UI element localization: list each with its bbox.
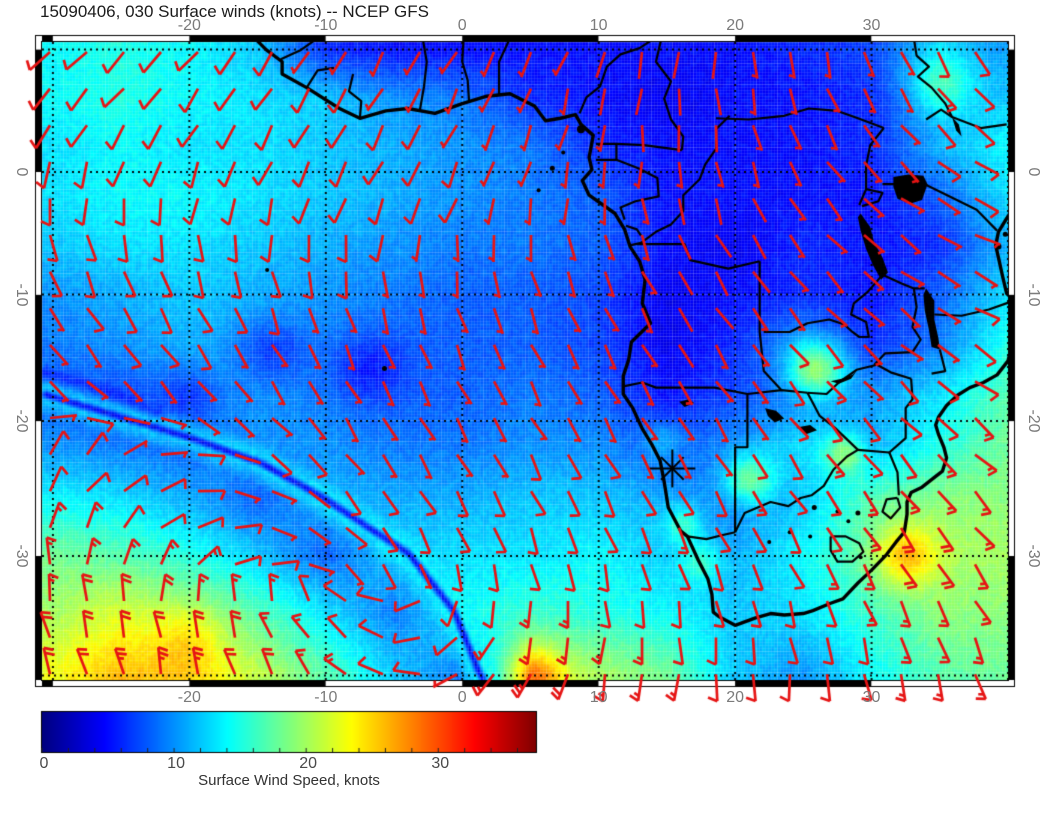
lon-tick-bottom--10: -10 [314, 689, 338, 706]
lat-tick-left--20: -20 [13, 409, 30, 433]
colorbar-tick-10: 10 [167, 755, 185, 772]
lat-tick-left--10: -10 [13, 283, 30, 307]
colorbar-tick-0: 0 [39, 755, 49, 772]
lon-tick-bottom-20: 20 [726, 689, 745, 706]
lon-tick-top-0: 0 [457, 17, 467, 34]
lat-tick-right-0: 0 [1025, 167, 1042, 177]
colorbar-tick-20: 20 [299, 755, 318, 772]
lon-tick-bottom-0: 0 [457, 689, 467, 706]
lat-tick-left-0: 0 [13, 167, 30, 177]
colorbar-label: Surface Wind Speed, knots [198, 772, 380, 789]
colorbar-tick-30: 30 [431, 755, 450, 772]
lat-tick-right--30: -30 [1025, 544, 1042, 568]
lat-tick-right--10: -10 [1025, 283, 1042, 307]
lat-tick-left--30: -30 [13, 544, 30, 568]
lon-tick-top-20: 20 [726, 17, 745, 34]
lon-tick-bottom-30: 30 [862, 689, 881, 706]
lon-tick-bottom--20: -20 [177, 689, 201, 706]
lat-tick-right--20: -20 [1025, 409, 1042, 433]
lon-tick-top--20: -20 [177, 17, 201, 34]
lon-tick-top-30: 30 [862, 17, 881, 34]
lon-tick-bottom-10: 10 [589, 689, 608, 706]
page-title: 15090406, 030 Surface winds (knots) -- N… [40, 2, 429, 21]
lon-tick-top-10: 10 [589, 17, 608, 34]
lon-tick-top--10: -10 [314, 17, 338, 34]
